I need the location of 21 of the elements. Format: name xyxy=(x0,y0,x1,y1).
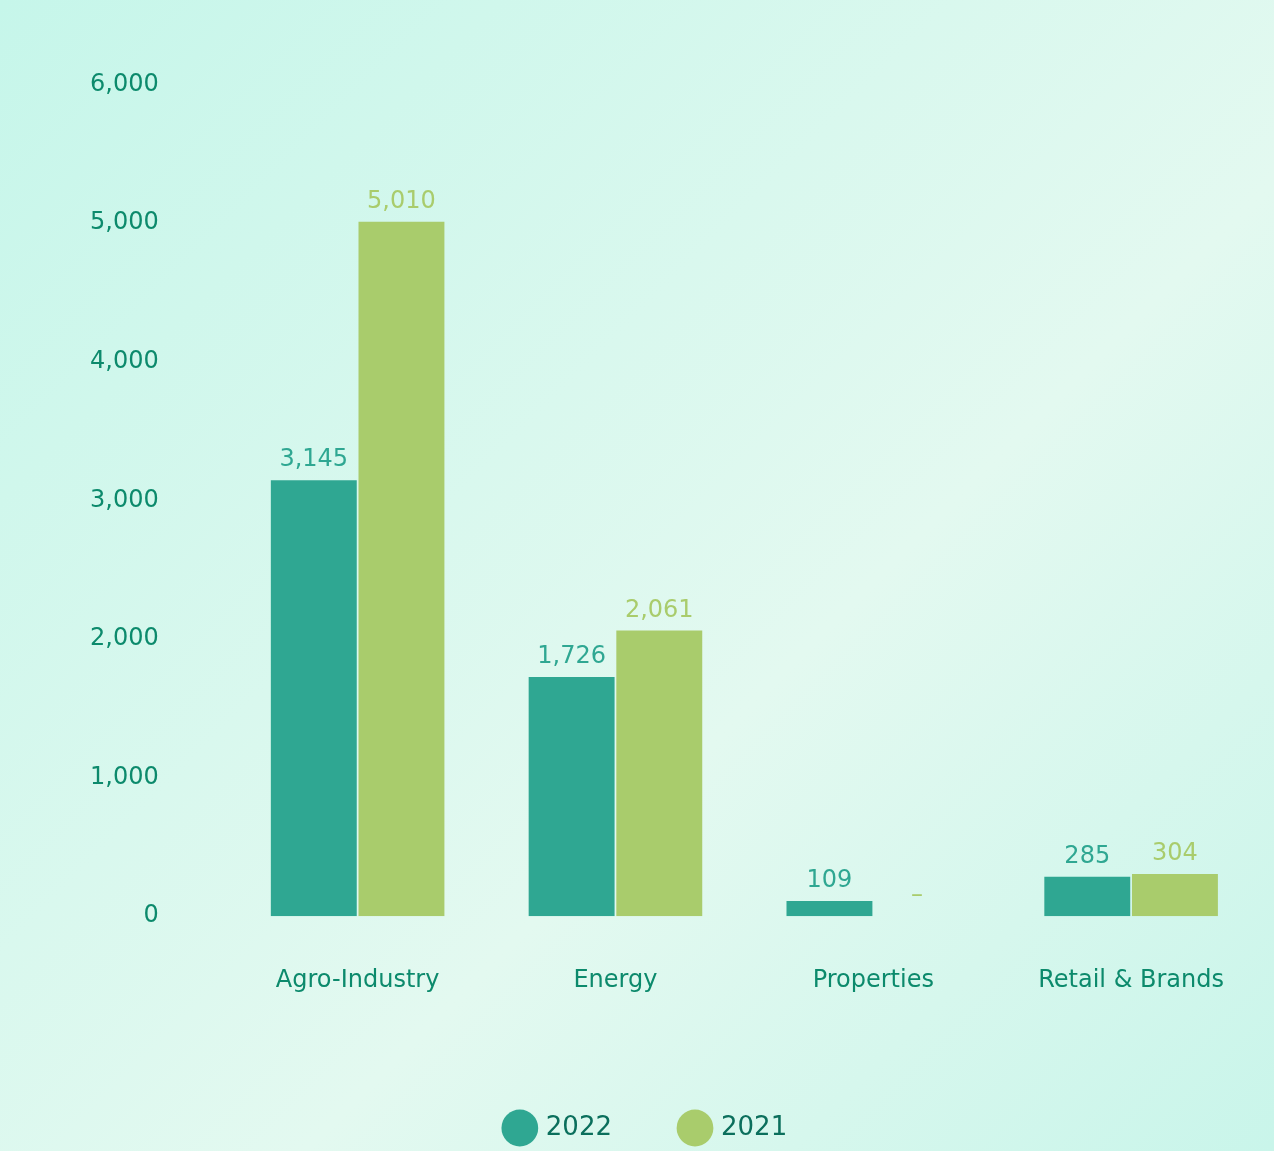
legend-label: 2022 xyxy=(545,1110,612,1141)
legend-label: 2021 xyxy=(721,1110,788,1141)
y-tick-label: 5,000 xyxy=(89,207,159,236)
y-tick-label: 3,000 xyxy=(89,484,159,513)
x-tick-label: Energy xyxy=(573,964,658,993)
x-tick-label: Retail & Brands xyxy=(1038,964,1224,993)
y-tick-label: 6,000 xyxy=(89,68,159,97)
data-label: 1,726 xyxy=(537,641,606,670)
x-tick-label: Agro-Industry xyxy=(275,964,440,993)
y-tick-label: 4,000 xyxy=(89,345,159,374)
data-label: 3,145 xyxy=(279,444,349,473)
text: – xyxy=(911,880,924,909)
data-label: 304 xyxy=(1152,838,1198,867)
y-tick-label: 2,000 xyxy=(89,623,159,652)
data-label: 2,061 xyxy=(624,594,694,623)
data-label: 109 xyxy=(806,865,853,894)
data-label: 5,010 xyxy=(367,185,436,214)
y-tick-label: 0 xyxy=(143,900,159,929)
data-label: 285 xyxy=(1064,840,1111,869)
x-tick-label: Properties xyxy=(812,964,934,993)
y-tick-label: 1,000 xyxy=(89,761,159,790)
